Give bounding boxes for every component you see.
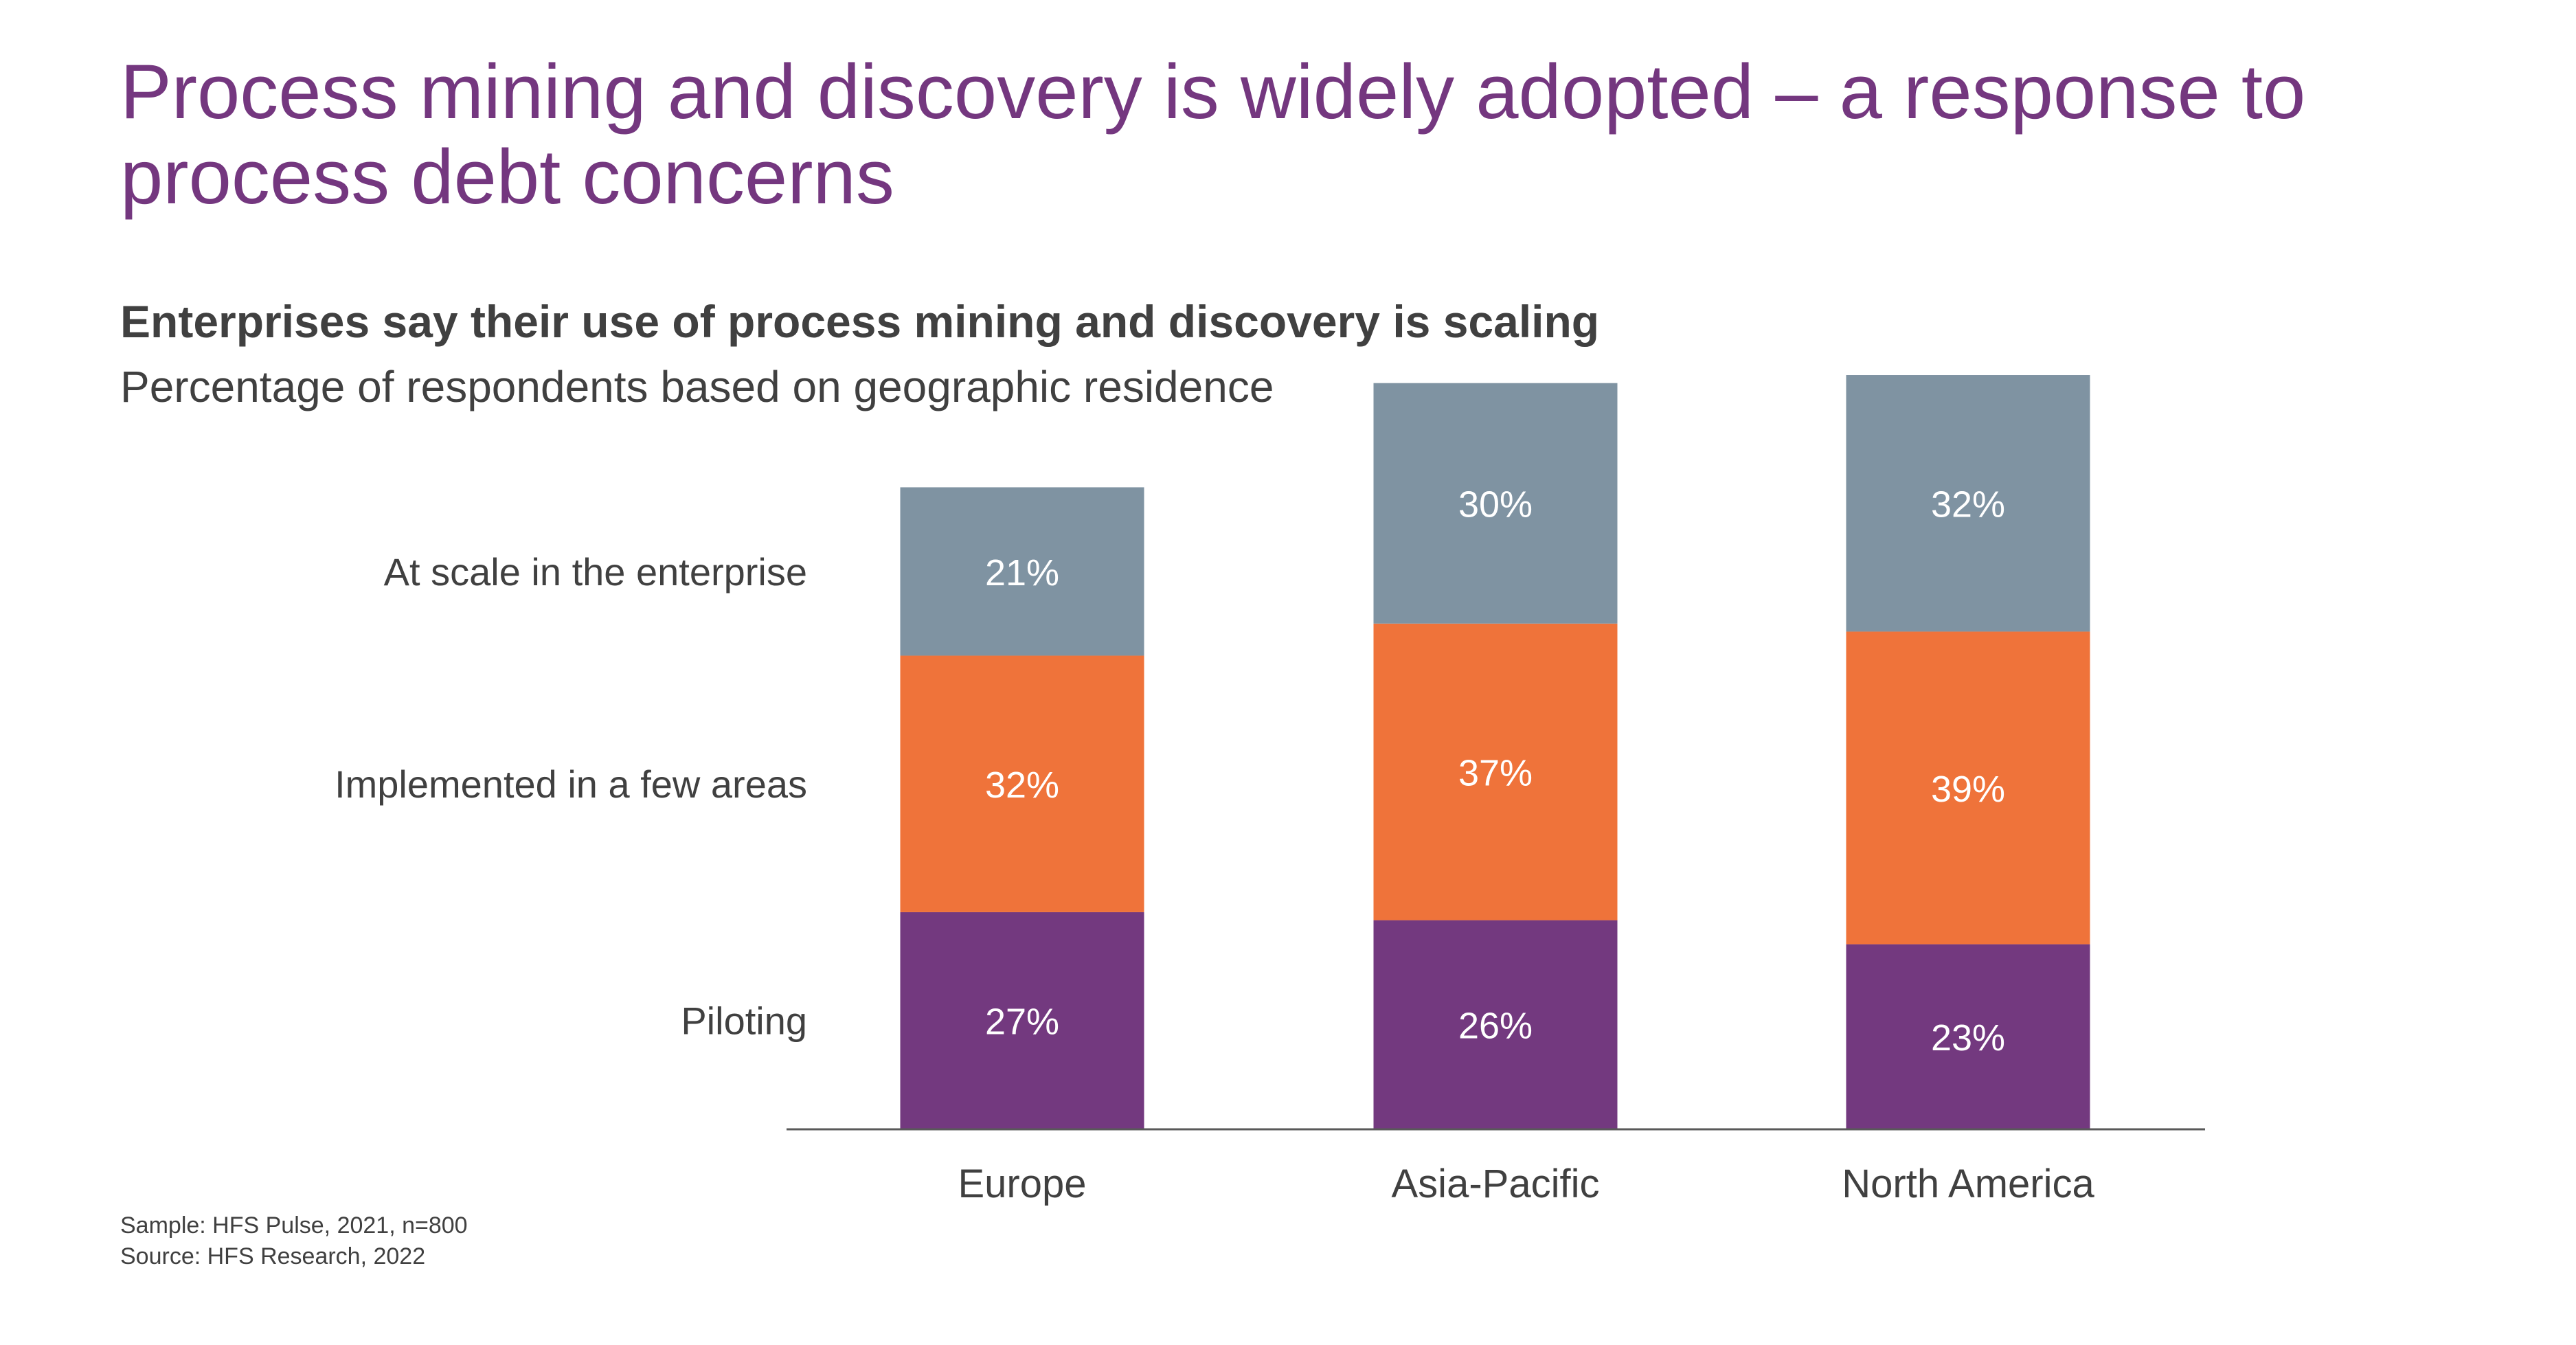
bar-segment bbox=[900, 487, 1144, 656]
bar-segment bbox=[1373, 623, 1618, 920]
legend-label: At scale in the enterprise bbox=[384, 550, 807, 594]
data-label: 39% bbox=[1931, 769, 2005, 810]
footnote-sample: Sample: HFS Pulse, 2021, n=800 bbox=[120, 1212, 468, 1239]
bar-segment bbox=[900, 912, 1144, 1129]
bar-segment bbox=[1846, 944, 2090, 1129]
page-title: Process mining and discovery is widely a… bbox=[120, 49, 2306, 220]
bar-segment bbox=[1373, 920, 1618, 1129]
data-label: 30% bbox=[1458, 484, 1533, 525]
data-label: 32% bbox=[1931, 484, 2005, 525]
footnote-source: Source: HFS Research, 2022 bbox=[120, 1243, 426, 1269]
x-tick-label: Asia-Pacific bbox=[1392, 1162, 1600, 1206]
bar-segment bbox=[900, 655, 1144, 912]
data-label: 26% bbox=[1458, 1005, 1533, 1046]
data-label: 21% bbox=[985, 552, 1059, 594]
chart-description: Percentage of respondents based on geogr… bbox=[120, 362, 1274, 411]
data-label: 23% bbox=[1931, 1017, 2005, 1059]
bar-segment bbox=[1846, 631, 2090, 945]
bar-segment bbox=[1373, 383, 1618, 624]
data-label: 32% bbox=[985, 765, 1059, 806]
legend-label: Implemented in a few areas bbox=[335, 762, 807, 806]
bar-segment bbox=[1846, 375, 2090, 632]
chart-subtitle: Enterprises say their use of process min… bbox=[120, 296, 1600, 347]
data-label: 37% bbox=[1458, 753, 1533, 794]
x-tick-label: Europe bbox=[958, 1162, 1086, 1206]
data-label: 27% bbox=[985, 1001, 1059, 1042]
legend-label: Piloting bbox=[681, 999, 807, 1042]
x-tick-label: North America bbox=[1842, 1162, 2094, 1206]
